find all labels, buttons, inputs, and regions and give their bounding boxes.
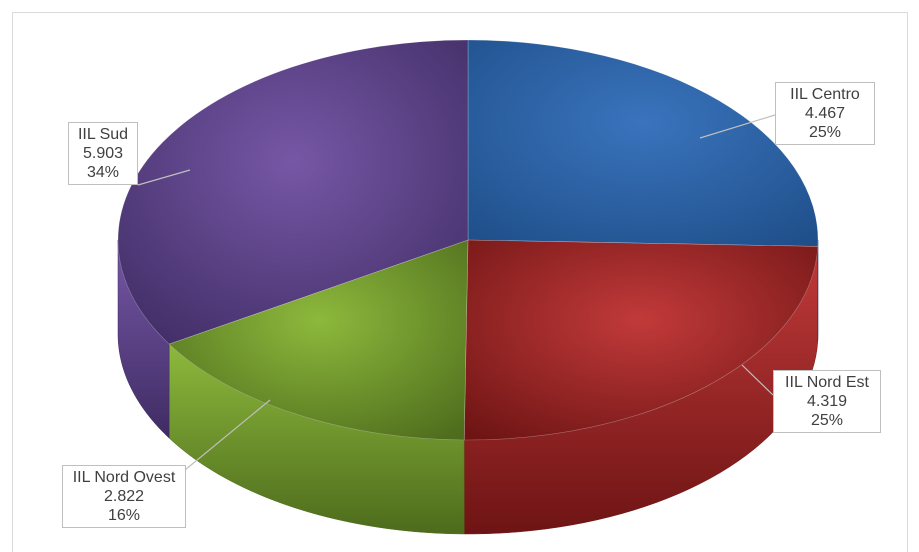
data-label-iil-nord-ovest: IIL Nord Ovest 2.822 16% (62, 465, 186, 528)
pie-slice-iil-centro (468, 40, 818, 246)
data-label-iil-nord-est: IIL Nord Est 4.319 25% (773, 370, 881, 433)
slice-name: IIL Sud (75, 125, 131, 144)
slice-percent: 16% (69, 506, 179, 525)
data-label-iil-sud: IIL Sud 5.903 34% (68, 122, 138, 185)
slice-name: IIL Nord Est (780, 373, 874, 392)
slice-value: 4.467 (782, 104, 868, 123)
slice-value: 4.319 (780, 392, 874, 411)
slice-name: IIL Centro (782, 85, 868, 104)
data-label-iil-centro: IIL Centro 4.467 25% (775, 82, 875, 145)
slice-percent: 25% (780, 411, 874, 430)
pie-top (118, 40, 818, 440)
slice-percent: 25% (782, 123, 868, 142)
slice-percent: 34% (75, 163, 131, 182)
slice-value: 5.903 (75, 144, 131, 163)
slice-name: IIL Nord Ovest (69, 468, 179, 487)
slice-value: 2.822 (69, 487, 179, 506)
